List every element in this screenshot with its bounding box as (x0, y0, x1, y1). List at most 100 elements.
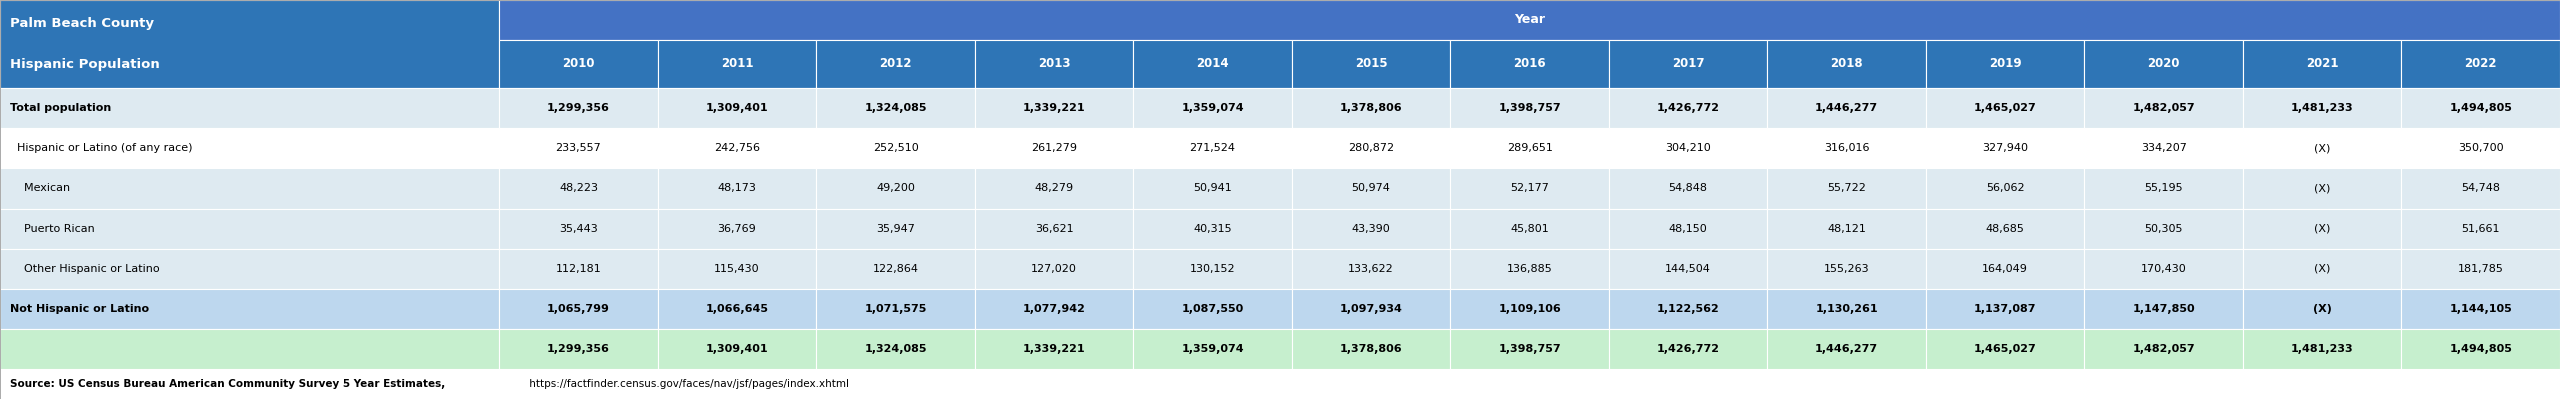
Text: 155,263: 155,263 (1823, 264, 1869, 274)
Bar (0, 88, 499, 128)
Bar (658, 88, 817, 128)
Text: 1,065,799: 1,065,799 (548, 304, 609, 314)
Bar (1766, 249, 1925, 289)
Text: 2019: 2019 (1989, 57, 2022, 71)
Text: 280,872: 280,872 (1349, 143, 1395, 153)
Bar (0, 329, 499, 369)
Bar (1134, 168, 1293, 209)
Bar (1608, 88, 1766, 128)
Text: 2018: 2018 (1830, 57, 1864, 71)
Text: 1,465,027: 1,465,027 (1974, 103, 2038, 113)
Bar (0, 128, 499, 168)
Bar (2401, 289, 2560, 329)
Bar (817, 128, 975, 168)
Bar (817, 249, 975, 289)
Bar (2401, 209, 2560, 249)
Text: 1,446,277: 1,446,277 (1815, 103, 1879, 113)
Bar (1134, 329, 1293, 369)
Bar (499, 40, 658, 88)
Text: 36,621: 36,621 (1034, 223, 1073, 233)
Text: 130,152: 130,152 (1190, 264, 1236, 274)
Bar (817, 40, 975, 88)
Bar (2084, 329, 2243, 369)
Text: 1,077,942: 1,077,942 (1021, 304, 1085, 314)
Text: 48,150: 48,150 (1669, 223, 1708, 233)
Bar (1134, 40, 1293, 88)
Text: 2016: 2016 (1513, 57, 1546, 71)
Bar (1925, 40, 2084, 88)
Bar (1925, 128, 2084, 168)
Text: 289,651: 289,651 (1508, 143, 1551, 153)
Bar (817, 329, 975, 369)
Text: 181,785: 181,785 (2458, 264, 2504, 274)
Text: 2015: 2015 (1354, 57, 1388, 71)
Bar (1293, 128, 1452, 168)
Text: https://factfinder.census.gov/faces/nav/jsf/pages/index.xhtml: https://factfinder.census.gov/faces/nav/… (527, 379, 850, 389)
Bar (1925, 209, 2084, 249)
Bar (2401, 329, 2560, 369)
Text: 1,071,575: 1,071,575 (865, 304, 927, 314)
Text: 252,510: 252,510 (873, 143, 919, 153)
Bar (1452, 209, 1608, 249)
Bar (1452, 329, 1608, 369)
Text: 1,446,277: 1,446,277 (1815, 344, 1879, 354)
Text: 1,465,027: 1,465,027 (1974, 344, 2038, 354)
Bar (499, 249, 658, 289)
Text: 334,207: 334,207 (2140, 143, 2186, 153)
Text: (X): (X) (2314, 264, 2330, 274)
Text: 1,324,085: 1,324,085 (865, 103, 927, 113)
Text: 304,210: 304,210 (1664, 143, 1710, 153)
Text: 45,801: 45,801 (1510, 223, 1549, 233)
Bar (2243, 329, 2401, 369)
Bar (1452, 40, 1608, 88)
Text: 1,359,074: 1,359,074 (1180, 103, 1244, 113)
Text: 54,748: 54,748 (2460, 184, 2501, 194)
Text: 1,097,934: 1,097,934 (1339, 304, 1403, 314)
Text: 1,482,057: 1,482,057 (2132, 344, 2194, 354)
Bar (499, 209, 658, 249)
Bar (0, 289, 499, 329)
Text: 1,339,221: 1,339,221 (1021, 344, 1085, 354)
Bar (499, 88, 658, 128)
Bar (1925, 168, 2084, 209)
Text: Mexican: Mexican (10, 184, 69, 194)
Bar (975, 329, 1134, 369)
Text: 1,309,401: 1,309,401 (707, 103, 768, 113)
Bar (1608, 128, 1766, 168)
Text: 1,482,057: 1,482,057 (2132, 103, 2194, 113)
Text: (X): (X) (2314, 143, 2330, 153)
Bar (817, 88, 975, 128)
Bar (2084, 249, 2243, 289)
Text: Hispanic or Latino (of any race): Hispanic or Latino (of any race) (10, 143, 192, 153)
Bar (1134, 88, 1293, 128)
Bar (2401, 168, 2560, 209)
Text: 55,722: 55,722 (1828, 184, 1866, 194)
Bar (975, 168, 1134, 209)
Bar (1608, 249, 1766, 289)
Text: 350,700: 350,700 (2458, 143, 2504, 153)
Text: 2020: 2020 (2148, 57, 2181, 71)
Text: 1,144,105: 1,144,105 (2450, 304, 2511, 314)
Bar (1293, 249, 1452, 289)
Bar (658, 128, 817, 168)
Bar (2243, 88, 2401, 128)
Bar (2401, 40, 2560, 88)
Text: 1,109,106: 1,109,106 (1498, 304, 1562, 314)
Text: 1,481,233: 1,481,233 (2291, 103, 2353, 113)
Bar (499, 0, 2560, 40)
Bar (1766, 168, 1925, 209)
Bar (1608, 289, 1766, 329)
Bar (2084, 88, 2243, 128)
Bar (2243, 40, 2401, 88)
Bar (1608, 329, 1766, 369)
Text: 1,147,850: 1,147,850 (2132, 304, 2194, 314)
Text: Year: Year (1513, 13, 1546, 26)
Text: 316,016: 316,016 (1823, 143, 1869, 153)
Bar (0, 369, 2560, 399)
Bar (1766, 329, 1925, 369)
Bar (2243, 128, 2401, 168)
Bar (1293, 40, 1452, 88)
Text: 1,426,772: 1,426,772 (1656, 103, 1720, 113)
Text: 2017: 2017 (1672, 57, 1705, 71)
Text: 233,557: 233,557 (556, 143, 602, 153)
